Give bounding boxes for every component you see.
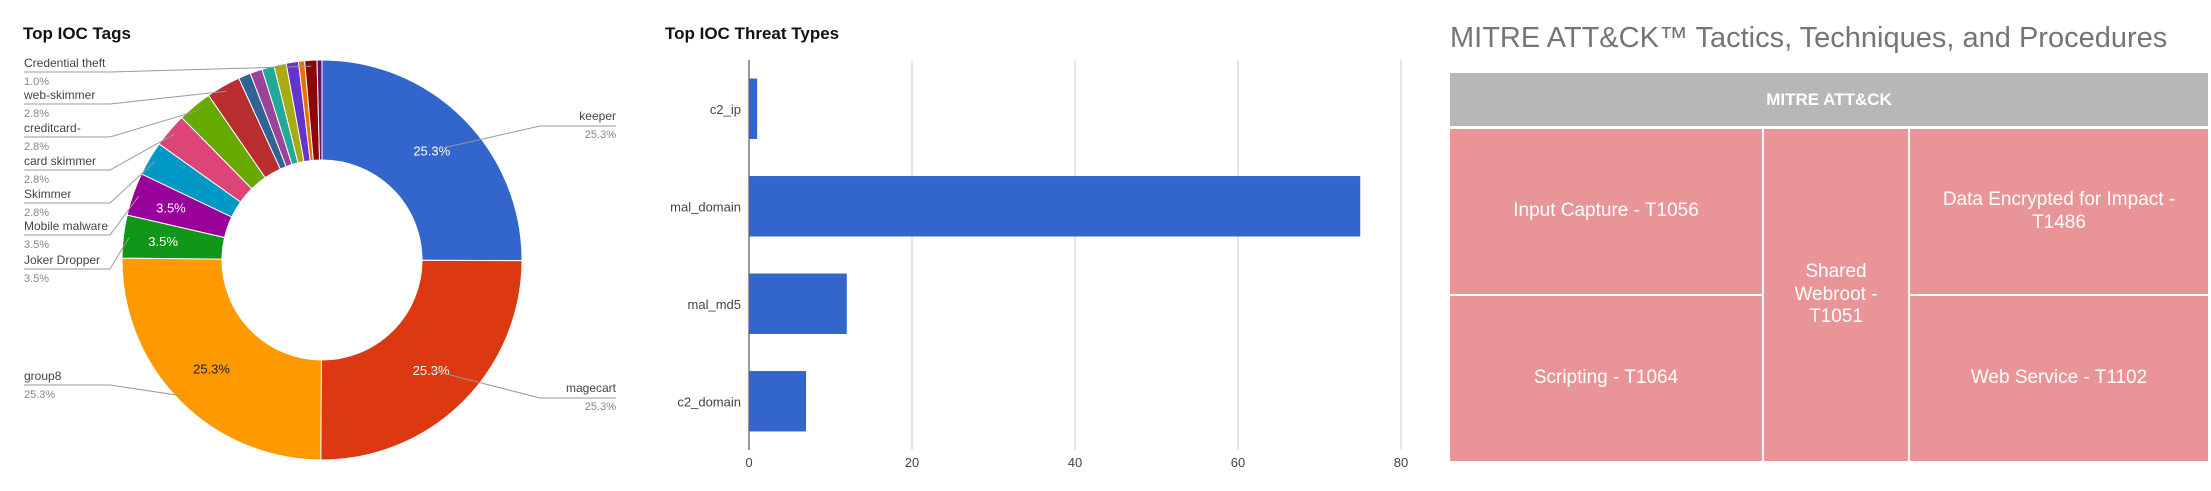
y-category-label: mal_domain (670, 199, 741, 214)
y-category-label: c2_domain (677, 394, 741, 409)
x-tick-label: 40 (1068, 455, 1082, 470)
ioc-threat-types-title: Top IOC Threat Types (665, 24, 840, 43)
donut-slice[interactable] (316, 59, 323, 161)
x-tick-label: 80 (1394, 455, 1408, 470)
ioc-tags-title: Top IOC Tags (23, 24, 131, 43)
legend-leader-line (24, 133, 175, 171)
legend-percent: 25.3% (585, 401, 616, 413)
bar[interactable] (749, 273, 847, 334)
legend-leader-line (24, 236, 130, 270)
legend-label: Joker Dropper (24, 253, 100, 267)
legend-leader-line (24, 65, 312, 73)
x-tick-label: 0 (745, 455, 752, 470)
legend-percent: 25.3% (24, 389, 55, 401)
legend-label: card skimmer (24, 154, 96, 168)
legend-leader-line (24, 384, 184, 397)
ioc-tags-donut-chart: 25.3% 25.3% 25.3% 3.5% 3.5% Credential theft 1… (23, 56, 617, 461)
legend-leader-line (24, 90, 227, 105)
y-category-label: mal_md5 (688, 297, 741, 312)
bar[interactable] (749, 371, 807, 432)
mitre-cell-scripting[interactable]: Scripting - T1064 (1450, 296, 1762, 461)
legend-leader-line (431, 125, 616, 152)
legend-percent: 2.8% (24, 141, 49, 153)
legend-percent: 1.0% (24, 76, 49, 88)
mitre-cell-shared-webroot[interactable]: Shared Webroot - T1051 (1764, 129, 1908, 461)
legend-percent: 3.5% (24, 239, 49, 251)
legend-percent: 25.3% (585, 129, 616, 141)
bar[interactable] (749, 78, 758, 139)
slice-value-label: 25.3% (193, 362, 230, 377)
legend-percent: 2.8% (24, 174, 49, 186)
legend-percent: 2.8% (24, 108, 49, 120)
mitre-cell-input-capture[interactable]: Input Capture - T1056 (1450, 129, 1762, 294)
legend-label: magecart (566, 381, 617, 395)
slice-value-label: 25.3% (413, 144, 450, 159)
legend-leader-line (430, 369, 616, 399)
legend-label: keeper (579, 109, 616, 123)
slice-value-label: 3.5% (148, 234, 178, 249)
legend-label: web-skimmer (23, 88, 95, 102)
mitre-header[interactable]: MITRE ATT&CK (1450, 73, 2208, 126)
mitre-title: MITRE ATT&CK™ Tactics, Techniques, and P… (1450, 22, 2168, 54)
x-tick-label: 20 (905, 455, 919, 470)
legend-percent: 3.5% (24, 273, 49, 285)
mitre-panel: MITRE ATT&CK™ Tactics, Techniques, and P… (1430, 0, 2211, 486)
ioc-threat-types-panel: Top IOC Threat Types 0 20 40 60 80 c2_ip mal_d… (640, 0, 1430, 486)
legend-label: Mobile malware (24, 219, 108, 233)
legend-label: Credential theft (24, 56, 106, 70)
mitre-cell-web-service[interactable]: Web Service - T1102 (1910, 296, 2208, 461)
x-tick-label: 60 (1231, 455, 1245, 470)
y-category-label: c2_ip (710, 102, 741, 117)
ioc-tags-panel: Top IOC Tags 25.3% 25.3% 25.3% 3.5% 3.5% Cred… (0, 0, 640, 486)
legend-leader-line (24, 195, 140, 236)
slice-value-label: 3.5% (156, 200, 186, 215)
donut-slice[interactable] (321, 59, 523, 262)
bar[interactable] (749, 176, 1361, 237)
donut-slice[interactable] (320, 259, 523, 461)
donut-slice[interactable] (121, 257, 322, 461)
mitre-cell-data-encrypted[interactable]: Data Encrypted for Impact - T1486 (1910, 129, 2208, 294)
legend-label: Skimmer (24, 187, 71, 201)
legend-label: group8 (24, 369, 62, 383)
ioc-threat-types-bar-chart: 0 20 40 60 80 c2_ip mal_domain mal_md5 c2_domain (670, 60, 1408, 470)
legend-leader-line (24, 161, 156, 204)
legend-leader-line (24, 109, 199, 138)
legend-label: creditcard- (24, 121, 81, 135)
legend-percent: 2.8% (24, 207, 49, 219)
